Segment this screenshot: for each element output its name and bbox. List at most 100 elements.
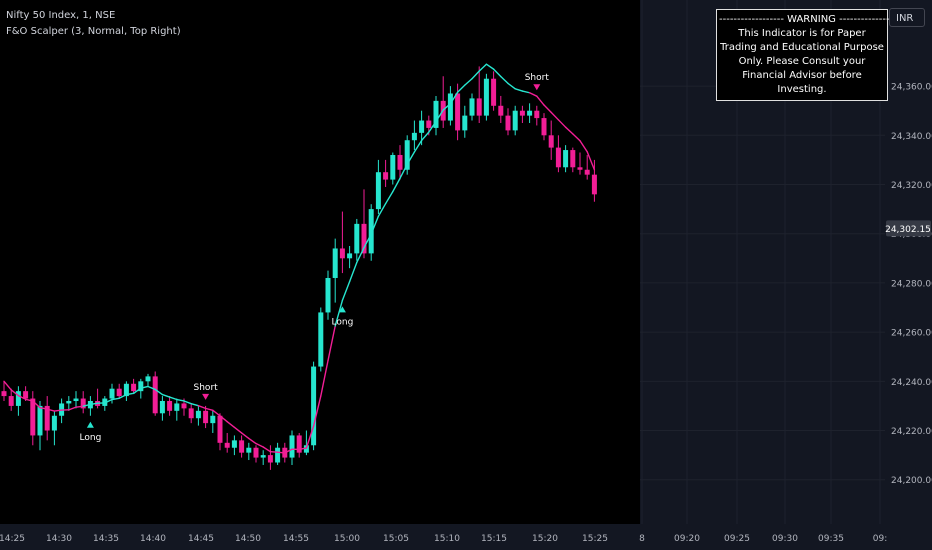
x-tick-label: 15:15: [481, 534, 507, 544]
trend-line-segment: [125, 392, 135, 396]
trend-line-segment: [212, 409, 221, 417]
trend-line-segment: [233, 426, 243, 434]
symbol-title[interactable]: Nifty 50 Index, 1, NSE: [6, 10, 116, 21]
candle-body: [311, 366, 317, 446]
trend-line-segment: [262, 446, 272, 453]
trend-line-segment: [572, 133, 581, 142]
x-tick-label: 09:25: [724, 534, 750, 544]
candle-body: [260, 455, 266, 458]
warning-text: This Indicator is for Paper Trading and …: [720, 28, 884, 95]
trend-line-segment: [32, 400, 41, 409]
trend-line-segment: [579, 140, 588, 153]
candle-body: [80, 398, 86, 409]
candle-body: [534, 110, 540, 119]
candle-body: [462, 115, 468, 131]
candle-body: [15, 391, 21, 406]
candle-body: [455, 93, 461, 131]
candle-body: [203, 410, 209, 424]
trend-line-segment: [24, 398, 34, 402]
candle-body: [8, 396, 14, 406]
candle-body: [447, 93, 453, 121]
y-tick-label: 24,240.00: [891, 378, 932, 388]
candle-body: [332, 248, 338, 278]
trend-line-segment: [514, 88, 524, 92]
candle-body: [1, 391, 7, 397]
candle-body: [116, 388, 122, 397]
trend-line-segment: [392, 177, 401, 193]
candle-body: [37, 405, 43, 436]
trend-line-segment: [399, 163, 408, 180]
trend-line-segment: [327, 325, 336, 362]
trend-line-segment: [557, 119, 567, 128]
candle-body: [563, 150, 569, 168]
candle-body: [138, 381, 144, 392]
x-tick-label: 15:00: [334, 534, 360, 544]
candle-body: [483, 78, 489, 116]
trend-line-segment: [543, 104, 552, 114]
candle-body: [23, 391, 29, 399]
indicator-title[interactable]: F&O Scalper (3, Normal, Top Right): [6, 26, 181, 37]
candle-body: [174, 403, 180, 411]
candle-body: [181, 403, 187, 409]
x-tick-label: 09:30: [772, 534, 798, 544]
trend-line-segment: [406, 151, 416, 166]
candle-body: [397, 154, 403, 170]
candle-body: [491, 78, 497, 106]
trend-line-segment: [564, 126, 574, 135]
trend-line-segment: [284, 448, 293, 454]
trend-line-segment: [521, 90, 531, 94]
trend-line-segment: [428, 120, 437, 133]
trend-line-segment: [312, 395, 322, 427]
trend-line-segment: [3, 380, 12, 391]
short-signal-arrow: [202, 393, 210, 400]
warning-title: ------------------ WARNING -------------…: [719, 14, 905, 25]
candle-body: [476, 98, 482, 116]
trend-line-segment: [485, 63, 495, 70]
candle-body: [354, 223, 360, 254]
trend-line-segment: [255, 442, 264, 448]
candle-body: [527, 110, 533, 116]
trend-line-segment: [420, 131, 430, 142]
candle-body: [51, 415, 57, 431]
trend-line-segment: [550, 111, 560, 121]
trend-line-segment: [492, 68, 502, 78]
x-tick-label: 14:30: [46, 534, 72, 544]
x-tick-label: 14:35: [93, 534, 119, 544]
x-tick-label: 14:55: [283, 534, 309, 544]
y-tick-label: 24,200.00: [891, 476, 932, 486]
last-price-tag: [886, 220, 931, 237]
trend-line-segment: [147, 385, 156, 391]
short-signal-label: Short: [525, 73, 550, 83]
currency-button[interactable]: INR: [889, 8, 925, 27]
long-signal-label: Long: [332, 317, 354, 327]
candle-body: [426, 120, 432, 128]
trend-line-segment: [528, 92, 538, 97]
x-tick-label: 14:45: [188, 534, 214, 544]
trend-line-segment: [226, 420, 236, 429]
x-tick-label: 8: [639, 534, 645, 544]
candle-body: [303, 445, 309, 453]
trend-line-segment: [377, 202, 387, 217]
candle-body: [217, 415, 223, 443]
trend-line-segment: [197, 404, 207, 410]
candle-body: [188, 408, 194, 419]
candle-body: [498, 105, 504, 116]
candle-body: [30, 398, 36, 436]
trend-line-segment: [442, 103, 452, 111]
y-tick-label: 24,340.00: [891, 132, 932, 142]
x-tick-label: 09:: [873, 534, 887, 544]
trend-line-segment: [204, 407, 214, 412]
candle-body: [231, 440, 237, 448]
long-signal-arrow: [86, 421, 94, 428]
candle-body: [253, 447, 259, 458]
candle-body: [375, 172, 381, 210]
y-tick-label: 24,220.00: [891, 427, 932, 437]
candle-body: [123, 383, 129, 397]
price-axis[interactable]: [885, 0, 932, 550]
candle-body: [361, 223, 367, 254]
trend-line-segment: [46, 408, 56, 412]
x-tick-label: 14:40: [140, 534, 166, 544]
time-axis[interactable]: [0, 524, 885, 550]
warning-box: ------------------ WARNING -------------…: [716, 9, 905, 101]
trend-line-segment: [240, 432, 250, 440]
